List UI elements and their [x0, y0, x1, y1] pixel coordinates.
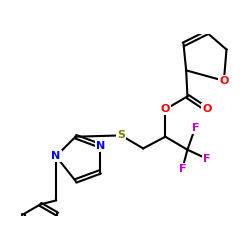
Text: F: F	[203, 154, 211, 164]
Text: O: O	[219, 76, 228, 86]
Text: F: F	[178, 164, 186, 174]
Text: O: O	[161, 104, 170, 115]
Text: N: N	[96, 141, 105, 151]
Text: S: S	[117, 130, 125, 140]
Text: N: N	[52, 151, 61, 161]
Text: F: F	[192, 122, 199, 132]
Text: O: O	[202, 104, 212, 115]
